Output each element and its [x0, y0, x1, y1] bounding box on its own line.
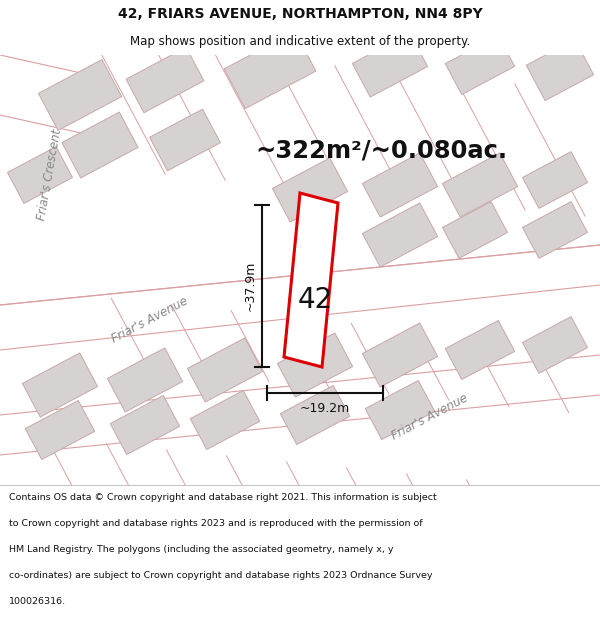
Polygon shape [149, 109, 220, 171]
Polygon shape [445, 36, 515, 94]
Polygon shape [224, 31, 316, 109]
Text: ~322m²/~0.080ac.: ~322m²/~0.080ac. [255, 138, 507, 162]
Polygon shape [0, 355, 600, 455]
Text: co-ordinates) are subject to Crown copyright and database rights 2023 Ordnance S: co-ordinates) are subject to Crown copyr… [9, 571, 433, 580]
Text: Map shows position and indicative extent of the property.: Map shows position and indicative extent… [130, 35, 470, 48]
Polygon shape [110, 396, 180, 454]
Text: ~19.2m: ~19.2m [300, 402, 350, 416]
Polygon shape [0, 55, 90, 135]
Polygon shape [0, 245, 600, 350]
Polygon shape [523, 202, 587, 258]
Polygon shape [442, 153, 518, 217]
Polygon shape [445, 321, 515, 379]
Text: 42: 42 [298, 286, 332, 314]
Polygon shape [187, 338, 263, 402]
Polygon shape [362, 323, 437, 387]
Polygon shape [523, 152, 587, 208]
Text: Friar's Avenue: Friar's Avenue [110, 294, 190, 346]
Polygon shape [526, 39, 593, 101]
Polygon shape [62, 112, 138, 178]
Polygon shape [280, 386, 350, 444]
Polygon shape [22, 353, 98, 417]
Text: Contains OS data © Crown copyright and database right 2021. This information is : Contains OS data © Crown copyright and d… [9, 493, 437, 502]
Polygon shape [8, 147, 73, 203]
Polygon shape [277, 333, 353, 397]
Text: to Crown copyright and database rights 2023 and is reproduced with the permissio: to Crown copyright and database rights 2… [9, 519, 422, 528]
Polygon shape [190, 391, 260, 449]
Polygon shape [352, 33, 428, 97]
Polygon shape [523, 317, 587, 373]
Polygon shape [25, 401, 95, 459]
Text: 100026316.: 100026316. [9, 597, 66, 606]
Polygon shape [107, 348, 182, 412]
Polygon shape [38, 59, 122, 131]
Polygon shape [362, 203, 437, 267]
Polygon shape [362, 153, 437, 217]
Polygon shape [0, 55, 90, 145]
Polygon shape [284, 193, 338, 367]
Polygon shape [443, 202, 508, 258]
Polygon shape [126, 48, 204, 112]
Text: HM Land Registry. The polygons (including the associated geometry, namely x, y: HM Land Registry. The polygons (includin… [9, 545, 394, 554]
Text: Friar's Crescent: Friar's Crescent [35, 128, 64, 222]
Polygon shape [272, 158, 347, 222]
Polygon shape [365, 381, 435, 439]
Text: 42, FRIARS AVENUE, NORTHAMPTON, NN4 8PY: 42, FRIARS AVENUE, NORTHAMPTON, NN4 8PY [118, 7, 482, 21]
Text: Friar's Avenue: Friar's Avenue [389, 391, 470, 442]
Text: ~37.9m: ~37.9m [244, 261, 257, 311]
